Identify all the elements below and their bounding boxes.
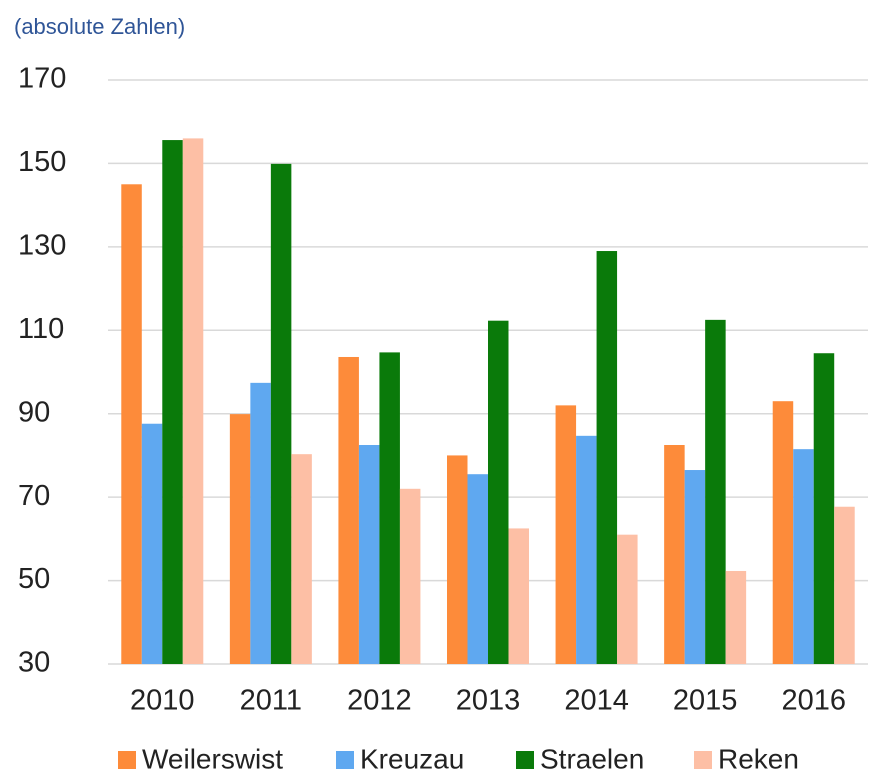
x-tick-label: 2015 — [673, 685, 738, 717]
bar — [725, 570, 747, 664]
x-tick-label: 2014 — [564, 685, 629, 717]
bar — [338, 356, 359, 664]
bar — [358, 445, 380, 664]
bar — [617, 534, 638, 664]
bar — [813, 353, 835, 664]
y-tick-label: 110 — [18, 313, 64, 345]
y-tick-label: 90 — [18, 396, 50, 428]
y-tick-label: 170 — [18, 63, 66, 95]
bar — [121, 184, 142, 665]
y-tick-label: 70 — [18, 480, 50, 512]
bar — [467, 474, 488, 664]
bar — [555, 405, 577, 664]
bar — [834, 506, 855, 664]
bar — [229, 414, 251, 664]
x-tick-label: 2016 — [781, 685, 846, 717]
bar — [250, 382, 271, 664]
legend-label: Weilerswist — [142, 743, 283, 774]
bar — [447, 455, 468, 664]
bar — [772, 401, 794, 664]
legend-swatch — [118, 751, 136, 769]
legend-label: Reken — [718, 743, 799, 774]
bar — [162, 140, 183, 664]
x-tick-label: 2011 — [240, 685, 302, 717]
bar — [270, 163, 292, 665]
chart-subtitle: (absolute Zahlen) — [14, 14, 185, 39]
bar — [182, 138, 204, 664]
x-tick-label: 2010 — [130, 685, 195, 717]
bar — [596, 251, 618, 664]
bar — [576, 435, 597, 664]
bar — [664, 445, 685, 664]
bar — [399, 488, 421, 664]
bar — [488, 320, 509, 664]
y-tick-label: 130 — [18, 230, 66, 262]
y-tick-label: 150 — [18, 146, 66, 178]
bar — [684, 470, 706, 664]
y-tick-label: 50 — [18, 563, 50, 595]
bar — [705, 319, 726, 664]
x-tick-label: 2012 — [347, 685, 412, 717]
bar — [508, 528, 529, 664]
bar — [793, 449, 814, 664]
bar — [291, 454, 312, 664]
legend-label: Kreuzau — [360, 743, 464, 774]
legend-swatch — [336, 751, 354, 769]
legend-label: Straelen — [540, 743, 644, 774]
bar — [379, 352, 400, 664]
x-tick-label: 2013 — [456, 685, 521, 717]
legend-swatch — [516, 751, 534, 769]
legend-swatch — [694, 751, 712, 769]
bar — [141, 423, 163, 664]
y-tick-label: 30 — [18, 647, 50, 679]
